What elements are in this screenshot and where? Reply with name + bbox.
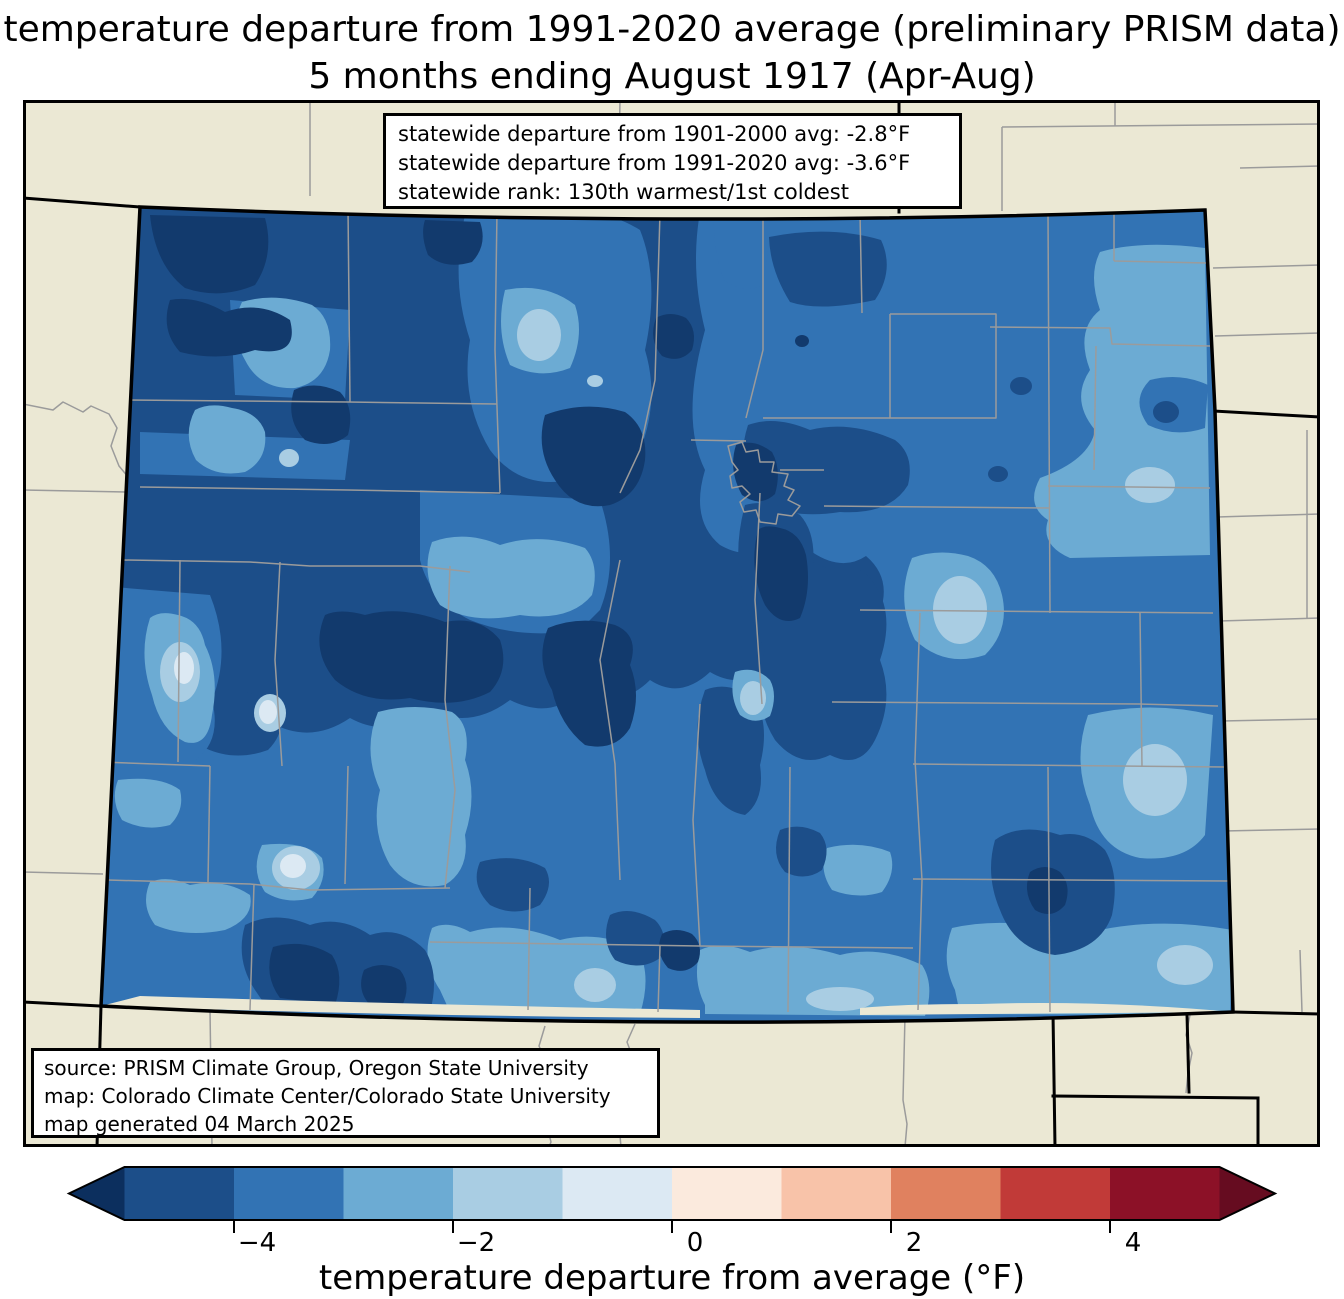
- colorado-state-border: [99, 205, 1235, 1024]
- title-line-2: 5 months ending August 1917 (Apr-Aug): [308, 56, 1036, 97]
- stats-box: statewide departure from 1901-2000 avg: …: [383, 113, 962, 209]
- source-line-2: map: Colorado Climate Center/Colorado St…: [44, 1084, 611, 1108]
- source-line-3: map generated 04 March 2025: [44, 1112, 355, 1136]
- map-frame: [23, 100, 1320, 1147]
- colorbar-segments: [69, 1167, 1275, 1220]
- colorbar-axis-label: temperature departure from average (°F): [318, 1258, 1026, 1298]
- colorado-county-lines: [101, 207, 1231, 1013]
- colorbar-tick-0: 0: [686, 1228, 704, 1258]
- colorbar: [66, 1166, 1278, 1233]
- title-line-1: temperature departure from 1991-2020 ave…: [3, 9, 1341, 50]
- colorbar-outline: [66, 1166, 1278, 1221]
- colorbar-tick-neg2: −2: [456, 1228, 496, 1258]
- stats-line-3: statewide rank: 130th warmest/1st coldes…: [398, 180, 849, 204]
- colorbar-tick-2: 2: [905, 1228, 923, 1258]
- colorado-map: [23, 100, 1320, 1147]
- source-box: source: PRISM Climate Group, Oregon Stat…: [31, 1048, 660, 1138]
- stats-line-2: statewide departure from 1991-2020 avg: …: [398, 151, 911, 175]
- colorbar-tick-neg4: −4: [237, 1228, 277, 1258]
- colorbar-tick-marks: [233, 1220, 1111, 1233]
- figure-title: temperature departure from 1991-2020 ave…: [0, 6, 1344, 100]
- stats-line-1: statewide departure from 1901-2000 avg: …: [398, 122, 911, 146]
- source-line-1: source: PRISM Climate Group, Oregon Stat…: [44, 1056, 589, 1080]
- colorbar-over-arrow: [1219, 1167, 1275, 1220]
- colorbar-tick-4: 4: [1124, 1228, 1142, 1258]
- colorbar-under-arrow: [69, 1167, 125, 1220]
- contour-fill: [101, 207, 1233, 1023]
